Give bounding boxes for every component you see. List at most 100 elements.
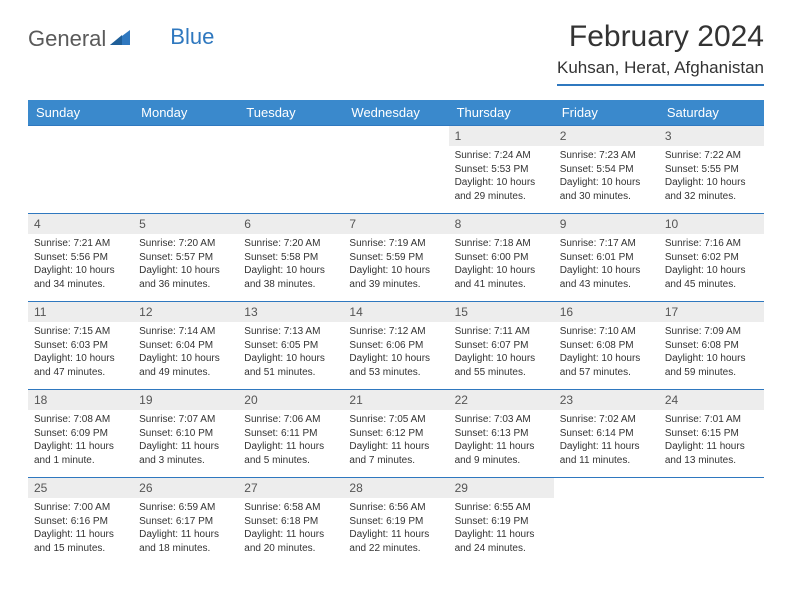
sunset-line: Sunset: 6:00 PM [455,251,548,265]
day-cell: 19Sunrise: 7:07 AMSunset: 6:10 PMDayligh… [133,390,238,478]
location: Kuhsan, Herat, Afghanistan [557,58,764,78]
sunrise-line: Sunrise: 7:17 AM [560,237,653,251]
logo-sail-icon [110,28,132,51]
day-number: 15 [449,302,554,322]
day-cell [238,126,343,214]
page-header: General Blue February 2024 Kuhsan, Herat… [28,20,764,86]
sunset-line: Sunset: 6:18 PM [244,515,337,529]
day-number: 22 [449,390,554,410]
day-number: 4 [28,214,133,234]
sunrise-line: Sunrise: 7:01 AM [665,413,758,427]
sunrise-line: Sunrise: 6:58 AM [244,501,337,515]
day-details: Sunrise: 7:03 AMSunset: 6:13 PMDaylight:… [449,410,554,471]
day-number: 13 [238,302,343,322]
daylight-line: Daylight: 10 hours and 32 minutes. [665,176,758,203]
daylight-line: Daylight: 11 hours and 3 minutes. [139,440,232,467]
logo-word1: General [28,26,106,52]
day-cell: 18Sunrise: 7:08 AMSunset: 6:09 PMDayligh… [28,390,133,478]
day-header: Friday [554,100,659,126]
daylight-line: Daylight: 10 hours and 43 minutes. [560,264,653,291]
daylight-line: Daylight: 11 hours and 20 minutes. [244,528,337,555]
day-cell: 6Sunrise: 7:20 AMSunset: 5:58 PMDaylight… [238,214,343,302]
daylight-line: Daylight: 10 hours and 53 minutes. [349,352,442,379]
day-cell: 17Sunrise: 7:09 AMSunset: 6:08 PMDayligh… [659,302,764,390]
sunset-line: Sunset: 6:01 PM [560,251,653,265]
day-cell: 16Sunrise: 7:10 AMSunset: 6:08 PMDayligh… [554,302,659,390]
sunrise-line: Sunrise: 7:06 AM [244,413,337,427]
day-cell: 1Sunrise: 7:24 AMSunset: 5:53 PMDaylight… [449,126,554,214]
week-row: 18Sunrise: 7:08 AMSunset: 6:09 PMDayligh… [28,390,764,478]
day-details: Sunrise: 7:24 AMSunset: 5:53 PMDaylight:… [449,146,554,207]
day-cell [554,478,659,566]
sunrise-line: Sunrise: 7:08 AM [34,413,127,427]
day-details: Sunrise: 7:14 AMSunset: 6:04 PMDaylight:… [133,322,238,383]
day-cell: 9Sunrise: 7:17 AMSunset: 6:01 PMDaylight… [554,214,659,302]
day-cell [343,126,448,214]
day-details: Sunrise: 6:58 AMSunset: 6:18 PMDaylight:… [238,498,343,559]
sunrise-line: Sunrise: 7:16 AM [665,237,758,251]
month-title: February 2024 [557,20,764,54]
day-details: Sunrise: 7:08 AMSunset: 6:09 PMDaylight:… [28,410,133,471]
sunset-line: Sunset: 6:19 PM [349,515,442,529]
sunrise-line: Sunrise: 7:11 AM [455,325,548,339]
daylight-line: Daylight: 10 hours and 36 minutes. [139,264,232,291]
day-cell: 25Sunrise: 7:00 AMSunset: 6:16 PMDayligh… [28,478,133,566]
day-cell: 22Sunrise: 7:03 AMSunset: 6:13 PMDayligh… [449,390,554,478]
day-number: 28 [343,478,448,498]
sunrise-line: Sunrise: 7:19 AM [349,237,442,251]
day-number: 16 [554,302,659,322]
day-details: Sunrise: 7:05 AMSunset: 6:12 PMDaylight:… [343,410,448,471]
day-number: 17 [659,302,764,322]
sunset-line: Sunset: 6:14 PM [560,427,653,441]
daylight-line: Daylight: 11 hours and 13 minutes. [665,440,758,467]
sunset-line: Sunset: 6:11 PM [244,427,337,441]
sunset-line: Sunset: 5:53 PM [455,163,548,177]
day-cell [28,126,133,214]
sunset-line: Sunset: 5:55 PM [665,163,758,177]
day-header: Monday [133,100,238,126]
week-row: 11Sunrise: 7:15 AMSunset: 6:03 PMDayligh… [28,302,764,390]
sunrise-line: Sunrise: 6:59 AM [139,501,232,515]
sunrise-line: Sunrise: 7:12 AM [349,325,442,339]
sunset-line: Sunset: 6:17 PM [139,515,232,529]
sunset-line: Sunset: 6:02 PM [665,251,758,265]
day-number: 1 [449,126,554,146]
sunset-line: Sunset: 6:05 PM [244,339,337,353]
day-number: 7 [343,214,448,234]
day-number: 24 [659,390,764,410]
daylight-line: Daylight: 10 hours and 59 minutes. [665,352,758,379]
day-number: 11 [28,302,133,322]
sunset-line: Sunset: 6:10 PM [139,427,232,441]
logo: General Blue [28,20,214,52]
day-cell: 28Sunrise: 6:56 AMSunset: 6:19 PMDayligh… [343,478,448,566]
day-number: 25 [28,478,133,498]
day-details: Sunrise: 7:22 AMSunset: 5:55 PMDaylight:… [659,146,764,207]
calendar-table: Sunday Monday Tuesday Wednesday Thursday… [28,100,764,566]
week-row: 1Sunrise: 7:24 AMSunset: 5:53 PMDaylight… [28,126,764,214]
day-details: Sunrise: 7:06 AMSunset: 6:11 PMDaylight:… [238,410,343,471]
daylight-line: Daylight: 10 hours and 30 minutes. [560,176,653,203]
sunset-line: Sunset: 5:58 PM [244,251,337,265]
day-number: 2 [554,126,659,146]
sunrise-line: Sunrise: 7:00 AM [34,501,127,515]
sunset-line: Sunset: 6:08 PM [665,339,758,353]
daylight-line: Daylight: 11 hours and 18 minutes. [139,528,232,555]
logo-word2: Blue [170,24,214,50]
daylight-line: Daylight: 10 hours and 49 minutes. [139,352,232,379]
day-number: 19 [133,390,238,410]
day-number: 23 [554,390,659,410]
day-header: Saturday [659,100,764,126]
day-cell: 26Sunrise: 6:59 AMSunset: 6:17 PMDayligh… [133,478,238,566]
sunrise-line: Sunrise: 7:13 AM [244,325,337,339]
sunset-line: Sunset: 6:12 PM [349,427,442,441]
day-details: Sunrise: 7:01 AMSunset: 6:15 PMDaylight:… [659,410,764,471]
sunset-line: Sunset: 5:54 PM [560,163,653,177]
daylight-line: Daylight: 11 hours and 22 minutes. [349,528,442,555]
day-cell: 3Sunrise: 7:22 AMSunset: 5:55 PMDaylight… [659,126,764,214]
sunrise-line: Sunrise: 7:20 AM [244,237,337,251]
day-cell [659,478,764,566]
day-number [238,126,343,144]
day-details: Sunrise: 7:10 AMSunset: 6:08 PMDaylight:… [554,322,659,383]
day-details: Sunrise: 7:21 AMSunset: 5:56 PMDaylight:… [28,234,133,295]
day-number [28,126,133,144]
